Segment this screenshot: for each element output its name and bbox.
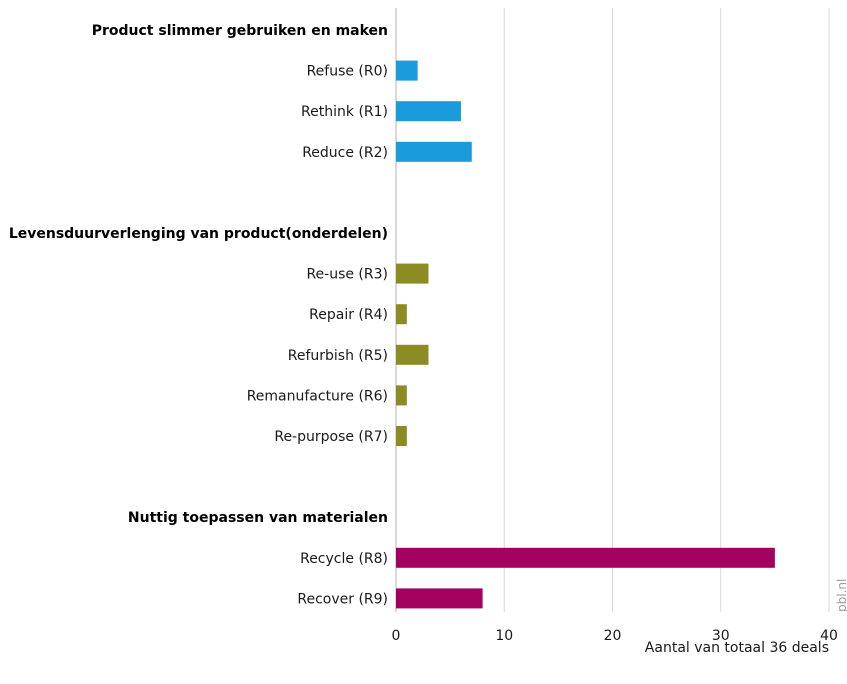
group-label-1: Levensduurverlenging van product(onderde… — [9, 226, 388, 242]
category-label-2-0: Recycle (R8) — [300, 551, 388, 567]
x-tick-label-1: 10 — [495, 628, 513, 644]
bar-1-3 — [396, 385, 407, 406]
category-labels: Product slimmer gebruiken en maken Refuse… — [9, 23, 388, 607]
category-label-0-2: Reduce (R2) — [302, 145, 388, 161]
x-tick-label-3: 30 — [712, 628, 730, 644]
bar-1-1 — [396, 304, 407, 325]
category-label-1-0: Re-use (R3) — [306, 267, 388, 283]
source-note: pbl.nl — [835, 579, 847, 612]
bar-1-2 — [396, 344, 429, 365]
bar-0-1 — [396, 101, 461, 122]
category-label-0-0: Refuse (R0) — [307, 64, 388, 80]
category-label-1-4: Re-purpose (R7) — [274, 429, 388, 445]
bar-0-0 — [396, 60, 418, 81]
group-label-0: Product slimmer gebruiken en maken — [92, 23, 388, 39]
category-label-1-2: Refurbish (R5) — [288, 348, 388, 364]
x-tick-label-2: 20 — [604, 628, 622, 644]
category-label-1-3: Remanufacture (R6) — [247, 388, 388, 404]
category-label-1-1: Repair (R4) — [309, 307, 388, 323]
bar-1-4 — [396, 426, 407, 446]
group-label-2: Nuttig toepassen van materialen — [128, 510, 388, 526]
bars — [396, 60, 775, 609]
bar-0-2 — [396, 141, 472, 162]
bar-2-0 — [396, 547, 775, 568]
grid-lines — [395, 8, 830, 612]
bar-1-0 — [396, 263, 429, 284]
x-tick-label-4: 40 — [820, 628, 838, 644]
category-label-0-1: Rethink (R1) — [301, 104, 388, 120]
bar-2-1 — [396, 588, 483, 609]
category-label-2-1: Recover (R9) — [297, 591, 388, 607]
x-axis-label: Aantal van totaal 36 deals — [645, 640, 829, 656]
x-tick-label-0: 0 — [392, 628, 401, 644]
x-tick-labels: 0 10 20 30 40 — [392, 628, 838, 644]
